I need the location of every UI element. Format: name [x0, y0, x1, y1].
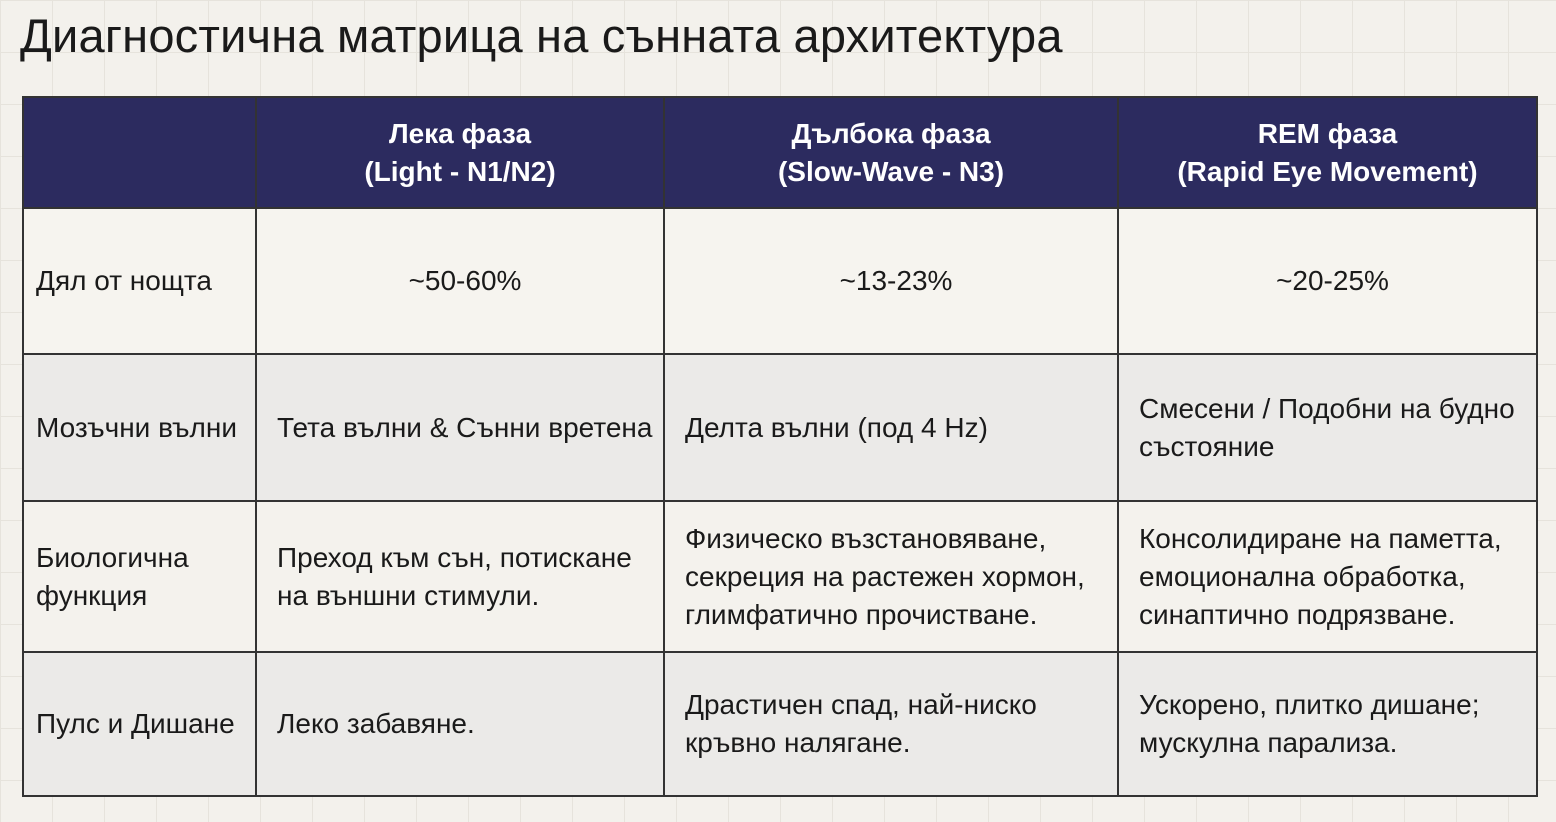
header-cell: Дълбока фаза (Slow-Wave - N3): [663, 96, 1119, 209]
cell: ~13-23%: [663, 207, 1119, 355]
row-label: Биологична функция: [22, 500, 257, 653]
cell: Тета вълни & Сънни вретена: [255, 353, 665, 502]
corner-cell: [22, 96, 257, 209]
cell: Драстичен спад, най-ниско кръвно наляган…: [663, 651, 1119, 797]
table-body: Дял от нощта ~50-60% ~13-23% ~20-25% Мозъчни…: [22, 207, 1538, 797]
row-label: Пулс и Дишане: [22, 651, 257, 797]
header-cell: Лека фаза (Light - N1/N2): [255, 96, 665, 209]
cell: ~50-60%: [255, 207, 665, 355]
table-row: Мозъчни вълни Тета вълни & Сънни вретена Д…: [22, 353, 1538, 502]
phase-name: REM фаза: [1257, 117, 1398, 149]
cell: Смесени / Подобни на будно състояние: [1117, 353, 1538, 502]
cell: Преход към сън, потискане на външни стим…: [255, 500, 665, 653]
cell: Ускорено, плитко дишане; мускулна парали…: [1117, 651, 1538, 797]
cell: Леко забавяне.: [255, 651, 665, 797]
header-row: Лека фаза (Light - N1/N2) Дълбока фаза (Slo…: [22, 96, 1538, 209]
row-label: Мозъчни вълни: [22, 353, 257, 502]
table-row: Дял от нощта ~50-60% ~13-23% ~20-25%: [22, 207, 1538, 355]
phase-subtitle: (Light - N1/N2): [364, 155, 556, 187]
cell: Консолидиране на паметта, емоционална об…: [1117, 500, 1538, 653]
cell: Физическо възстановяване, секреция на ра…: [663, 500, 1119, 653]
page-title: Диагностична матрица на сънната архитект…: [20, 9, 1063, 62]
phase-subtitle: (Slow-Wave - N3): [777, 155, 1005, 187]
table-row: Пулс и Дишане Леко забавяне. Драстичен спа…: [22, 651, 1538, 797]
cell: Делта вълни (под 4 Hz): [663, 353, 1119, 502]
cell: ~20-25%: [1117, 207, 1538, 355]
table-row: Биологична функция Преход към сън, потиск…: [22, 500, 1538, 653]
phase-name: Лека фаза: [388, 117, 532, 149]
phase-subtitle: (Rapid Eye Movement): [1177, 155, 1478, 187]
matrix-table: Лека фаза (Light - N1/N2) Дълбока фаза (Slo…: [22, 96, 1538, 797]
phase-name: Дълбока фаза: [791, 117, 991, 149]
row-label: Дял от нощта: [22, 207, 257, 355]
header-cell: REM фаза (Rapid Eye Movement): [1117, 96, 1538, 209]
